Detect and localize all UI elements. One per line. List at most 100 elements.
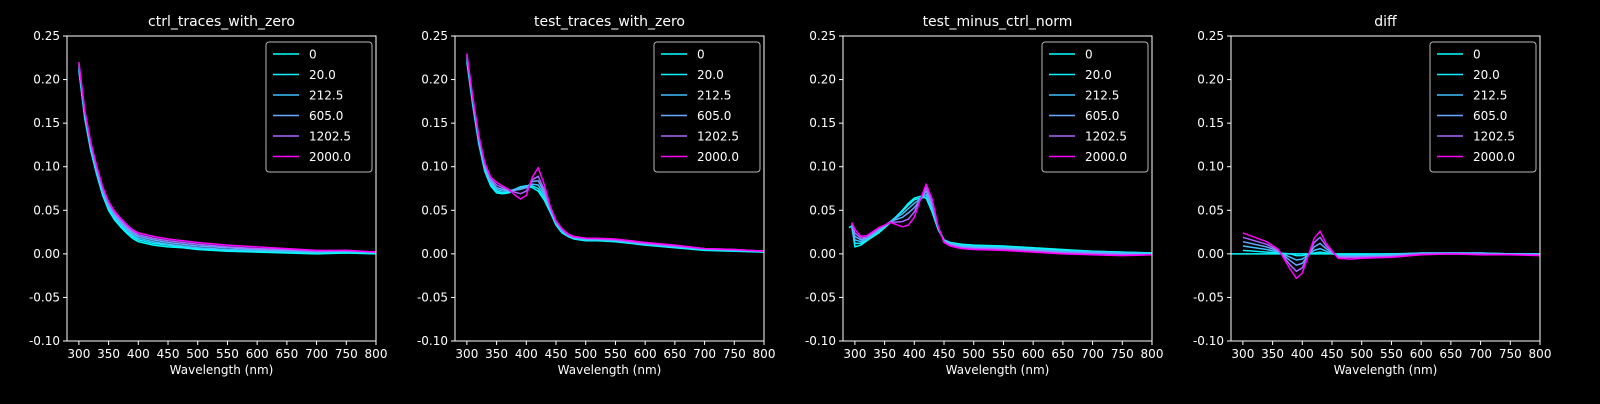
x-tick-label: 400	[1291, 347, 1314, 361]
y-tick-label: -0.10	[417, 334, 448, 348]
y-tick-label: 0.10	[1197, 160, 1224, 174]
x-axis-label: Wavelength (nm)	[170, 363, 274, 377]
legend-label-4: 605.0	[697, 109, 731, 123]
legend-label-3: 212.5	[697, 89, 731, 103]
y-tick-label: 0.00	[1197, 247, 1224, 261]
x-axis-label: Wavelength (nm)	[946, 363, 1050, 377]
series-line-3	[466, 58, 764, 252]
x-tick-label: 550	[216, 347, 239, 361]
x-tick-label: 350	[1261, 347, 1284, 361]
series-line-4	[851, 190, 1152, 256]
x-tick-label: 300	[1231, 347, 1254, 361]
y-tick-label: 0.15	[421, 116, 448, 130]
y-tick-label: 0.00	[809, 247, 836, 261]
legend: 0 20.0 212.5 605.0 1202.5 2000.0	[265, 41, 373, 173]
legend-label-1: 0	[1473, 48, 1481, 62]
x-tick-label: 650	[663, 347, 686, 361]
legend-label-4: 605.0	[1085, 109, 1119, 123]
x-tick-label: 500	[186, 347, 209, 361]
y-tick-label: 0.25	[809, 29, 836, 43]
x-tick-label: 800	[753, 347, 776, 361]
legend-label-4: 605.0	[1473, 109, 1507, 123]
x-tick-label: 700	[305, 347, 328, 361]
axes-frame	[454, 35, 765, 342]
legend-label-6: 2000.0	[1473, 150, 1515, 164]
y-tick-label: -0.05	[417, 290, 448, 304]
y-tick-label: 0.15	[33, 116, 60, 130]
x-tick-label: 500	[962, 347, 985, 361]
chart-panel-4: 300 350 400 450 500 550 600 650 700 750 800 -0.10 -0…	[1193, 14, 1552, 377]
series-line-6	[78, 62, 376, 253]
series-line-5	[851, 186, 1152, 256]
series-group	[78, 62, 376, 255]
x-tick-label: 400	[903, 347, 926, 361]
x-tick-label: 750	[723, 347, 746, 361]
x-tick-label: 650	[1051, 347, 1074, 361]
x-tick-label: 500	[1350, 347, 1373, 361]
series-group	[848, 183, 1152, 257]
legend: 0 20.0 212.5 605.0 1202.5 2000.0	[1429, 41, 1537, 173]
legend-label-5: 1202.5	[697, 130, 739, 144]
axes-frame	[66, 35, 377, 342]
y-tick-label: -0.10	[1193, 334, 1224, 348]
x-tick-label: 600	[1022, 347, 1045, 361]
x-tick-label: 550	[992, 347, 1015, 361]
x-tick-label: 800	[1529, 347, 1552, 361]
y-tick-label: 0.05	[33, 203, 60, 217]
x-tick-label: 600	[1410, 347, 1433, 361]
x-tick-label: 300	[455, 347, 478, 361]
series-group	[1231, 230, 1540, 280]
y-tick-label: 0.15	[1197, 116, 1224, 130]
x-tick-label: 600	[634, 347, 657, 361]
legend-label-3: 212.5	[309, 89, 343, 103]
legend: 0 20.0 212.5 605.0 1202.5 2000.0	[653, 41, 761, 173]
x-tick-label: 450	[1321, 347, 1344, 361]
x-tick-label: 350	[485, 347, 508, 361]
x-tick-label: 350	[97, 347, 120, 361]
x-tick-label: 550	[1380, 347, 1403, 361]
x-tick-label: 350	[873, 347, 896, 361]
x-tick-label: 400	[127, 347, 150, 361]
series-line-1	[466, 61, 764, 253]
x-tick-label: 750	[1499, 347, 1522, 361]
x-tick-label: 650	[1439, 347, 1462, 361]
legend-label-5: 1202.5	[309, 130, 351, 144]
y-tick-label: 0.25	[1197, 29, 1224, 43]
y-tick-label: 0.20	[33, 73, 60, 87]
series-line-6	[1242, 230, 1540, 280]
y-tick-label: -0.10	[805, 334, 836, 348]
y-tick-label: 0.05	[809, 203, 836, 217]
x-tick-label: 650	[275, 347, 298, 361]
y-tick-label: -0.05	[29, 290, 60, 304]
legend-label-2: 20.0	[309, 68, 336, 82]
y-tick-label: 0.05	[421, 203, 448, 217]
axes-frame	[1230, 35, 1541, 342]
chart-panel-3: 300 350 400 450 500 550 600 650 700 750 800 -0.10 -0…	[805, 14, 1164, 377]
x-tick-label: 400	[515, 347, 538, 361]
y-tick-label: 0.10	[809, 160, 836, 174]
legend-label-6: 2000.0	[1085, 150, 1127, 164]
x-tick-label: 750	[335, 347, 358, 361]
chart-title: test_traces_with_zero	[534, 14, 685, 30]
legend: 0 20.0 212.5 605.0 1202.5 2000.0	[1041, 41, 1149, 173]
chart-panel-1: 300 350 400 450 500 550 600 650 700 750 800 -0.10 -0…	[29, 14, 388, 377]
x-tick-label: 700	[693, 347, 716, 361]
legend-label-3: 212.5	[1085, 89, 1119, 103]
x-tick-label: 550	[604, 347, 627, 361]
y-tick-label: -0.05	[1193, 290, 1224, 304]
legend-label-5: 1202.5	[1473, 130, 1515, 144]
legend-label-2: 20.0	[1085, 68, 1112, 82]
legend-label-6: 2000.0	[697, 150, 739, 164]
x-tick-label: 800	[1141, 347, 1164, 361]
series-group	[466, 53, 764, 253]
y-tick-label: 0.10	[421, 160, 448, 174]
y-tick-label: -0.10	[29, 334, 60, 348]
legend-label-1: 0	[1085, 48, 1093, 62]
x-tick-label: 800	[365, 347, 388, 361]
x-axis-label: Wavelength (nm)	[558, 363, 662, 377]
y-tick-label: 0.00	[33, 247, 60, 261]
chart-title: ctrl_traces_with_zero	[148, 14, 295, 30]
series-line-6	[466, 53, 764, 252]
axes-frame	[842, 35, 1153, 342]
x-tick-label: 450	[545, 347, 568, 361]
